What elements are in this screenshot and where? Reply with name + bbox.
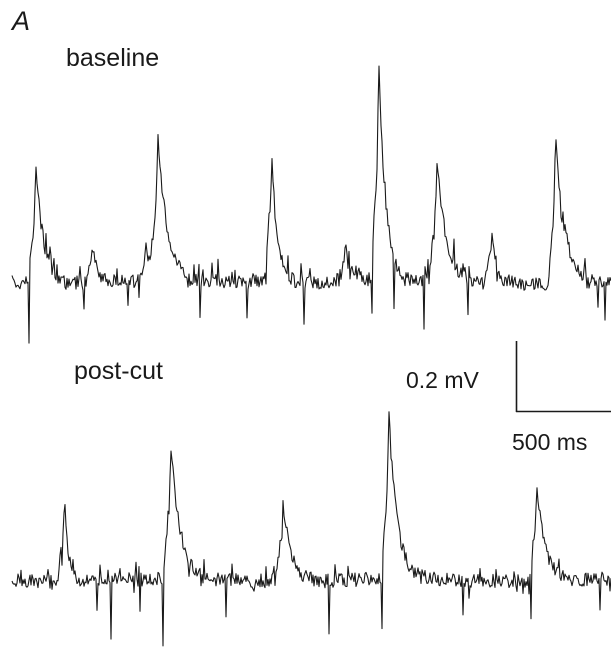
baseline-trace	[11, 65, 611, 344]
panel-letter: A	[12, 6, 31, 36]
scale-bar-voltage-label: 0.2 mV	[406, 367, 479, 393]
scale-bar-time-label: 500 ms	[512, 429, 588, 455]
baseline-label: baseline	[66, 44, 160, 72]
postcut-trace	[11, 411, 611, 647]
postcut-trace-line	[11, 411, 611, 647]
postcut-label: post-cut	[74, 357, 163, 385]
baseline-trace-line	[11, 65, 611, 344]
